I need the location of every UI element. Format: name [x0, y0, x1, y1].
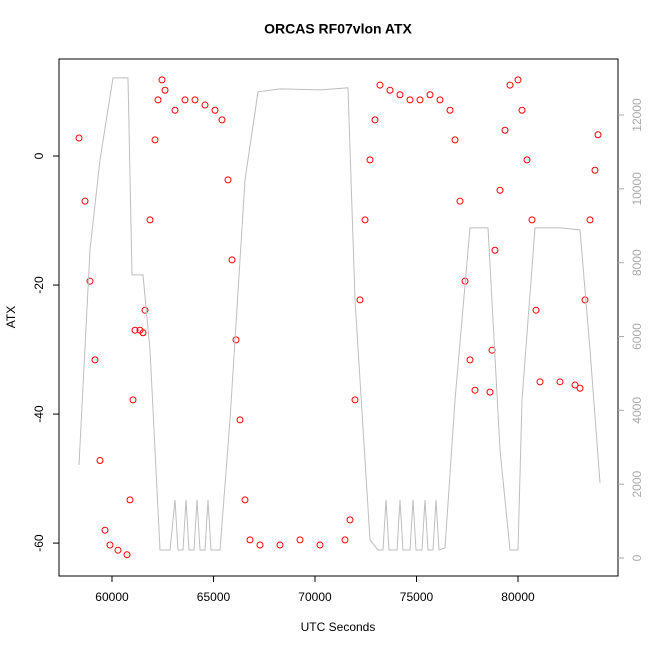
data-point	[191, 96, 199, 104]
x-tick-label: 75000	[400, 590, 434, 604]
data-point	[501, 126, 509, 134]
y-tick-label: -20	[32, 276, 46, 294]
data-point	[161, 86, 169, 94]
y2-tick-label: 2000	[630, 470, 644, 497]
data-point	[86, 277, 94, 285]
data-point	[591, 166, 599, 174]
y2-tick-label: 4000	[630, 397, 644, 424]
data-point	[366, 156, 374, 164]
y-tick-label: -60	[32, 534, 46, 552]
data-point	[276, 541, 284, 549]
data-point	[426, 91, 434, 99]
y2-tick-label: 8000	[630, 249, 644, 276]
data-point	[228, 256, 236, 264]
data-point	[246, 536, 254, 544]
data-point	[81, 197, 89, 205]
data-point	[496, 186, 504, 194]
data-point	[446, 106, 454, 114]
data-point	[451, 136, 459, 144]
data-point	[218, 116, 226, 124]
data-point	[536, 378, 544, 386]
data-point	[514, 76, 522, 84]
data-point	[123, 551, 131, 559]
x-tick-label: 65000	[197, 590, 231, 604]
data-point	[296, 536, 304, 544]
data-point	[141, 306, 149, 314]
data-point	[506, 81, 514, 89]
data-point	[416, 96, 424, 104]
data-point	[181, 96, 189, 104]
data-point	[556, 378, 564, 386]
data-point	[396, 91, 404, 99]
data-point	[151, 136, 159, 144]
data-point	[158, 76, 166, 84]
data-point	[466, 356, 474, 364]
data-point	[106, 541, 114, 549]
data-point	[236, 416, 244, 424]
data-point	[571, 381, 579, 389]
y-axis-label: ATX	[4, 306, 18, 328]
altitude-line	[78, 77, 601, 551]
y2-tick-label: 10000	[630, 172, 644, 206]
data-point	[232, 336, 240, 344]
data-point	[436, 96, 444, 104]
data-point	[256, 541, 264, 549]
data-point	[126, 496, 134, 504]
plot-frame	[58, 58, 619, 577]
chart-title: ORCAS RF07vlon ATX	[264, 21, 412, 37]
data-point	[586, 216, 594, 224]
data-point	[528, 216, 536, 224]
x-tick-label: 60000	[95, 590, 129, 604]
y2-tick-label: 6000	[630, 323, 644, 350]
data-point	[471, 386, 479, 394]
data-point	[406, 96, 414, 104]
x-axis-label: UTC Seconds	[301, 620, 376, 634]
data-point	[491, 246, 499, 254]
data-point	[386, 86, 394, 94]
data-point	[518, 106, 526, 114]
x-tick-label: 70000	[298, 590, 332, 604]
data-point	[456, 197, 464, 205]
data-point	[316, 541, 324, 549]
data-point	[576, 384, 584, 392]
data-point	[96, 457, 104, 465]
data-point	[171, 106, 179, 114]
data-point	[361, 216, 369, 224]
data-point	[75, 134, 83, 142]
data-point	[486, 388, 494, 396]
x-tick-label: 80000	[501, 590, 535, 604]
data-point	[532, 306, 540, 314]
data-point	[594, 131, 602, 139]
data-point	[341, 536, 349, 544]
data-point	[241, 496, 249, 504]
data-point	[351, 396, 359, 404]
data-point	[91, 356, 99, 364]
y-tick-label: 0	[32, 152, 46, 159]
data-point	[154, 96, 162, 104]
data-point	[581, 296, 589, 304]
y-tick-label: -40	[32, 405, 46, 423]
data-point	[211, 106, 219, 114]
data-point	[224, 176, 232, 184]
data-point	[371, 116, 379, 124]
data-point	[129, 396, 137, 404]
data-point	[139, 329, 147, 337]
data-point	[114, 546, 122, 554]
data-point	[356, 296, 364, 304]
y2-tick-label: 12000	[630, 98, 644, 132]
data-point	[146, 216, 154, 224]
data-point	[376, 81, 384, 89]
y2-tick-label: 0	[630, 554, 644, 561]
data-point	[523, 156, 531, 164]
data-point	[131, 326, 139, 334]
data-point	[346, 516, 354, 524]
data-point	[201, 101, 209, 109]
data-point	[101, 526, 109, 534]
